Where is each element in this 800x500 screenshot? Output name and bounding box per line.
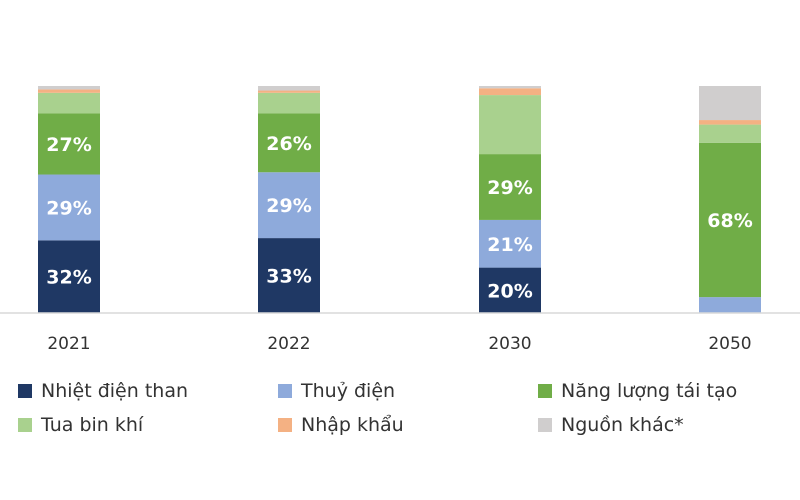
data-label-2022-series-2: 26% — [266, 133, 311, 155]
data-label-2030-series-2: 29% — [487, 177, 532, 199]
bar-2021-series-5 — [38, 86, 100, 90]
bar-2022-series-2 — [258, 113, 320, 173]
legend-item-coal: Nhiệt điện than — [18, 376, 188, 406]
x-tick-label-2050: 2050 — [708, 334, 751, 354]
legend-swatch-coal — [18, 384, 32, 398]
legend-label-import: Nhập khẩu — [301, 414, 404, 436]
bar-2030-series-2 — [479, 154, 541, 220]
data-label-2030-series-1: 21% — [487, 234, 532, 256]
legend-label-hydro: Thuỷ điện — [301, 380, 396, 402]
x-tick-label-2030: 2030 — [488, 334, 531, 354]
legend-swatch-renewable — [538, 384, 552, 398]
legend-label-coal: Nhiệt điện than — [41, 380, 188, 402]
data-label-2022-series-0: 33% — [266, 266, 311, 288]
bar-2050-series-2 — [699, 142, 761, 298]
legend-label-other: Nguồn khác* — [561, 414, 684, 436]
bar-2022-series-4 — [258, 90, 320, 93]
data-label-2050-series-2: 68% — [707, 210, 752, 232]
bar-2022-series-1 — [258, 172, 320, 239]
legend-swatch-gas-turbine — [18, 418, 32, 432]
bar-2021-series-0 — [38, 240, 100, 313]
bar-2021-series-1 — [38, 174, 100, 241]
bar-2030-series-3 — [479, 95, 541, 155]
bar-2021-series-4 — [38, 89, 100, 93]
bar-2022-series-5 — [258, 86, 320, 91]
bar-2030-series-1 — [479, 219, 541, 268]
legend-item-other: Nguồn khác* — [538, 410, 684, 440]
bar-2021-series-3 — [38, 92, 100, 114]
data-label-2021-series-2: 27% — [46, 134, 91, 156]
x-tick-label-2021: 2021 — [47, 334, 90, 354]
x-tick-labels: 2021 2022 2030 2050 — [47, 334, 751, 354]
bar-2050-series-1 — [699, 297, 761, 313]
legend: Nhiệt điện than Thuỷ điện Năng lượng tái… — [18, 376, 798, 444]
bar-2050-series-5 — [699, 86, 761, 121]
legend-swatch-other — [538, 418, 552, 432]
legend-label-gas-turbine: Tua bin khí — [41, 414, 144, 436]
bar-2022-series-3 — [258, 92, 320, 114]
bar-2022-series-0 — [258, 238, 320, 313]
legend-item-renewable: Năng lượng tái tạo — [538, 376, 737, 406]
data-label-2021-series-0: 32% — [46, 267, 91, 289]
bar-2030-series-0 — [479, 267, 541, 313]
data-label-2022-series-1: 29% — [266, 195, 311, 217]
legend-item-import: Nhập khẩu — [278, 410, 404, 440]
bar-2050-series-4 — [699, 120, 761, 125]
bar-2030-series-5 — [479, 86, 541, 89]
bar-2030-series-4 — [479, 88, 541, 96]
legend-item-gas-turbine: Tua bin khí — [18, 410, 143, 440]
stacked-bar-chart: 32%29%27%33%29%26%20%21%29%68% 2021 2022 2… — [0, 86, 800, 354]
x-tick-label-2022: 2022 — [267, 334, 310, 354]
legend-row-2: Tua bin khí Nhập khẩu Nguồn khác* — [18, 410, 798, 444]
legend-row-1: Nhiệt điện than Thuỷ điện Năng lượng tái… — [18, 376, 798, 410]
bar-2021-series-2 — [38, 113, 100, 175]
legend-swatch-hydro — [278, 384, 292, 398]
legend-label-renewable: Năng lượng tái tạo — [561, 380, 738, 402]
legend-item-hydro: Thuỷ điện — [278, 376, 395, 406]
legend-swatch-import — [278, 418, 292, 432]
data-label-2030-series-0: 20% — [487, 280, 532, 302]
bar-2050-series-3 — [699, 124, 761, 143]
data-label-2021-series-1: 29% — [46, 197, 91, 219]
bars-group: 32% 29% 27% 33% 29% 26% 20% 21% 29% 68% — [38, 86, 761, 313]
